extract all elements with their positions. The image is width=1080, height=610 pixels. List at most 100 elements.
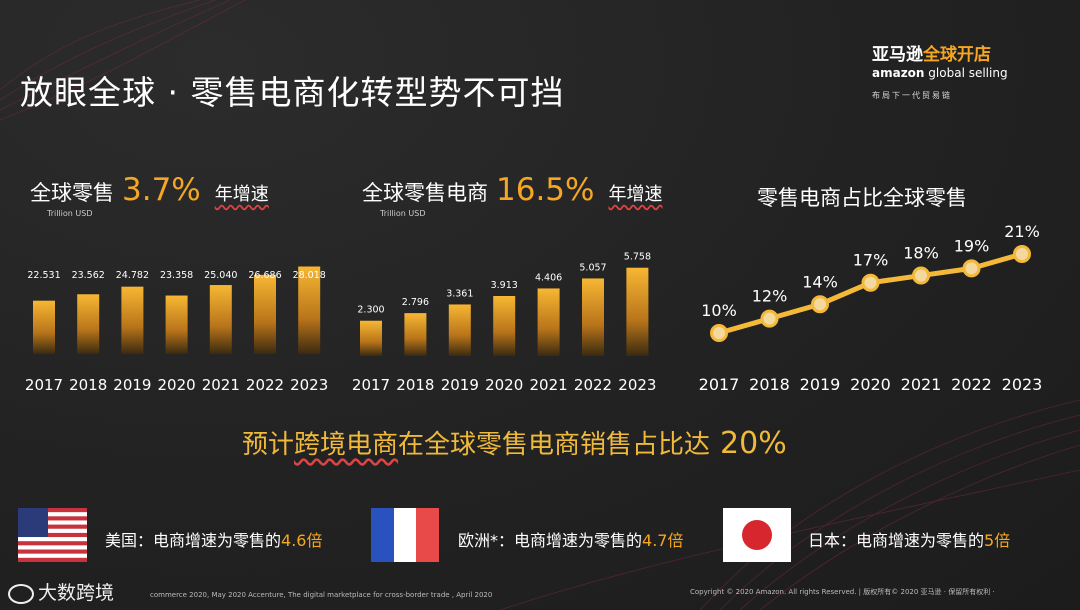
x-tick-ecom-2017: 2017 — [352, 376, 390, 394]
bar-retail-2018 — [77, 294, 100, 354]
headline-pct: 20% — [720, 426, 787, 461]
x-tick-retail-2018: 2018 — [69, 376, 107, 394]
us-flag-icon — [18, 508, 87, 562]
copyright-note: Copyright © 2020 Amazon. All rights Rese… — [690, 588, 995, 596]
bar-retail-2020 — [165, 295, 188, 354]
x-tick-share-2018: 2018 — [749, 375, 790, 394]
data-label-ecom-2020: 3.913 — [491, 280, 518, 291]
point-share-2021 — [912, 266, 930, 285]
page-title: 放眼全球 · 零售电商化转型势不可挡 — [20, 73, 565, 112]
x-tick-share-2020: 2020 — [850, 375, 891, 394]
data-label-ecom-2022: 5.057 — [579, 262, 606, 273]
bar-retail-2021 — [209, 285, 232, 354]
logo-en-brand: amazon — [872, 66, 925, 80]
x-tick-ecom-2018: 2018 — [396, 376, 434, 394]
point-share-2019 — [811, 295, 829, 314]
logo-cn-white: 亚马逊 — [872, 45, 923, 65]
data-label-ecom-2017: 2.300 — [357, 305, 384, 316]
point-share-2022 — [962, 259, 981, 278]
retail-growth: 3.7% — [122, 172, 201, 208]
x-tick-retail-2022: 2022 — [246, 376, 284, 394]
point-share-2017 — [710, 324, 728, 342]
brand-logo: 亚马逊全球开店 amazon global selling 布局下一代贸易链 — [872, 40, 1022, 101]
retail-label: 全球零售 — [30, 181, 114, 205]
share-header: 零售电商占比全球零售 — [757, 182, 967, 212]
x-tick-share-2017: 2017 — [699, 375, 740, 394]
watermark-text: 大数跨境 — [38, 582, 115, 604]
x-tick-share-2022: 2022 — [951, 375, 992, 394]
europe-stat-text: 欧洲*：电商增速为零售的 — [458, 531, 643, 550]
point-share-2020 — [861, 273, 880, 292]
us-stat-text: 美国：电商增速为零售的 — [105, 531, 282, 550]
data-label-ecom-2019: 3.361 — [446, 288, 473, 299]
france-flag-icon — [371, 508, 439, 562]
bar-retail-2019 — [121, 286, 144, 354]
bar-ecom-2022 — [582, 278, 604, 356]
bar-ecom-2023 — [626, 267, 649, 356]
data-label-retail-2023: 28.018 — [293, 270, 326, 281]
point-share-2023 — [1013, 245, 1031, 263]
logo-en-rest: global selling — [924, 66, 1008, 80]
data-label-share-2023: 21% — [1004, 222, 1040, 241]
ecom-unit: Trillion USD — [380, 209, 426, 218]
us-stat: 美国：电商增速为零售的4.6倍 — [105, 527, 322, 551]
watermark: 大数跨境 — [8, 578, 114, 605]
us-stat-mult: 4.6倍 — [281, 531, 323, 550]
data-label-retail-2018: 23.562 — [72, 270, 105, 281]
x-tick-share-2019: 2019 — [800, 375, 841, 394]
japan-stat-mult: 5倍 — [984, 531, 1011, 550]
x-tick-retail-2021: 2021 — [202, 376, 240, 394]
japan-stat: 日本：电商增速为零售的5倍 — [808, 527, 1010, 551]
data-label-retail-2022: 26.686 — [248, 270, 281, 281]
ecom-header: 全球零售电商 16.5% 年增速 — [362, 172, 662, 208]
data-label-share-2019: 14% — [802, 272, 838, 291]
ecom-label: 全球零售电商 — [362, 181, 488, 205]
x-tick-ecom-2020: 2020 — [485, 376, 523, 394]
data-label-retail-2019: 24.782 — [116, 270, 149, 281]
data-label-share-2018: 12% — [752, 287, 788, 306]
bar-ecom-2021 — [537, 288, 560, 356]
cross-border-headline: 预计跨境电商在全球零售电商销售占比达 20% — [242, 424, 787, 461]
data-label-share-2017: 10% — [701, 301, 737, 320]
x-tick-share-2023: 2023 — [1002, 375, 1043, 394]
logo-tagline: 布局下一代贸易链 — [872, 91, 952, 100]
bar-retail-2017 — [33, 300, 55, 354]
data-label-retail-2020: 23.358 — [160, 270, 193, 281]
x-tick-retail-2019: 2019 — [113, 376, 151, 394]
bar-retail-2022 — [254, 274, 276, 354]
retail-unit: Trillion USD — [47, 209, 93, 218]
japan-stat-text: 日本：电商增速为零售的 — [808, 531, 985, 550]
x-tick-ecom-2019: 2019 — [441, 376, 479, 394]
data-label-share-2020: 17% — [853, 251, 889, 270]
data-label-ecom-2018: 2.796 — [402, 297, 429, 308]
bar-ecom-2020 — [493, 296, 516, 356]
x-tick-ecom-2022: 2022 — [574, 376, 612, 394]
data-label-ecom-2023: 5.758 — [624, 252, 651, 263]
bar-ecom-2019 — [448, 304, 471, 356]
retail-growth-suffix: 年增速 — [214, 184, 269, 205]
data-label-share-2021: 18% — [903, 244, 939, 263]
share-label: 零售电商占比全球零售 — [757, 186, 967, 210]
headline-mid: 在全球零售电商销售占比达 — [398, 430, 711, 460]
ecom-growth: 16.5% — [496, 172, 595, 208]
bar-ecom-2018 — [404, 313, 427, 356]
data-label-share-2022: 19% — [954, 236, 990, 255]
logo-cn-orange: 全球开店 — [923, 45, 991, 65]
ecom-growth-suffix: 年增速 — [608, 184, 663, 205]
data-label-retail-2021: 25.040 — [204, 270, 237, 281]
data-label-ecom-2021: 4.406 — [535, 272, 562, 283]
x-tick-ecom-2023: 2023 — [618, 376, 656, 394]
headline-pre: 预计 — [242, 430, 295, 460]
bar-retail-2023 — [298, 266, 321, 354]
source-note: commerce 2020, May 2020 Accenture, The d… — [150, 591, 493, 599]
europe-stat: 欧洲*：电商增速为零售的4.7倍 — [458, 527, 683, 551]
japan-flag-icon — [723, 508, 791, 562]
bar-ecom-2017 — [360, 320, 382, 356]
headline-underlined: 跨境电商 — [294, 430, 399, 460]
x-tick-retail-2017: 2017 — [25, 376, 63, 394]
data-label-retail-2017: 22.531 — [27, 270, 60, 281]
watermark-logo-icon — [8, 583, 34, 604]
retail-header: 全球零售 3.7% 年增速 — [30, 172, 269, 208]
